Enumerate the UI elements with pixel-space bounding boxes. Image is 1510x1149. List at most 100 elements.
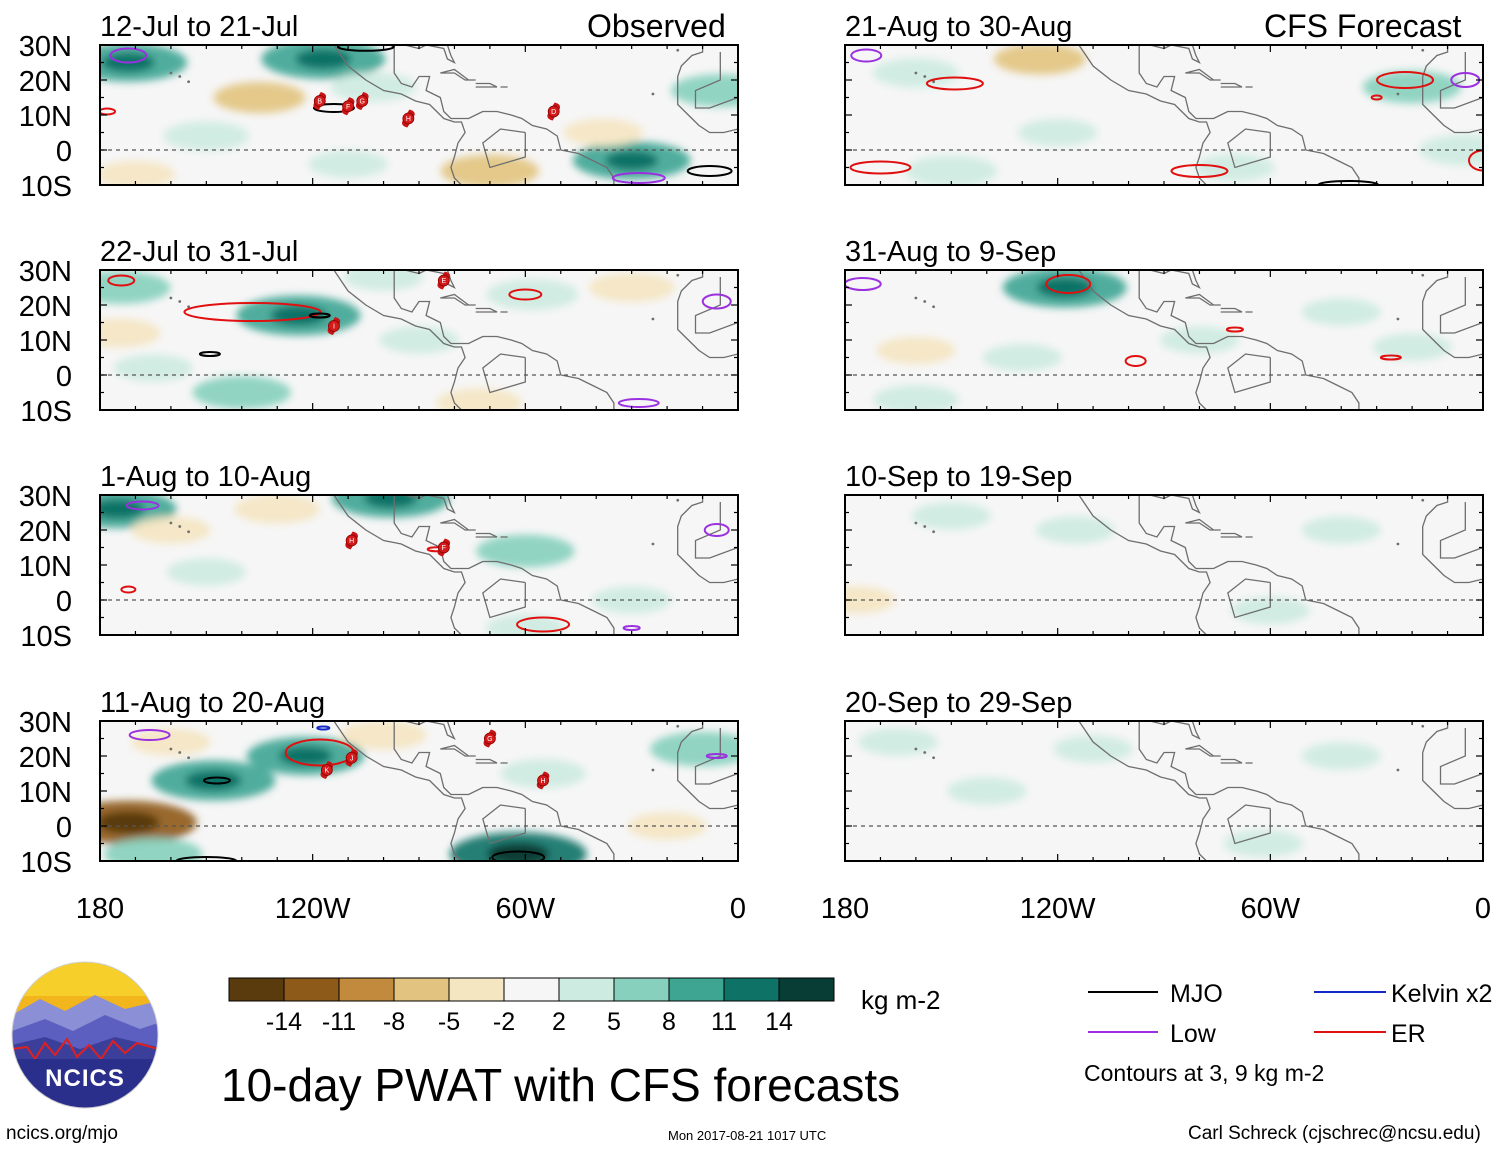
site-url[interactable]: ncics.org/mjo <box>6 1123 118 1144</box>
coastline <box>475 758 498 764</box>
pwat-anomaly <box>982 343 1062 372</box>
island <box>676 498 680 502</box>
map-panel-7: 10-Sep to 19-Sep <box>844 461 1484 636</box>
island <box>872 421 875 424</box>
pwat-anomaly <box>1018 118 1098 147</box>
storm-marker: H <box>345 531 358 550</box>
pwat-anomaly-core <box>295 49 352 69</box>
pwat-anomaly <box>1372 333 1452 361</box>
coastline <box>1138 270 1360 410</box>
storm-eye <box>437 274 450 287</box>
anomaly-field <box>845 502 1381 625</box>
author-credit: Carl Schreck (cjschrec@ncsu.edu) <box>1188 1123 1481 1144</box>
pwat-anomaly <box>476 534 575 568</box>
lat-tick-label: 10S <box>20 847 72 879</box>
low-contour <box>703 523 730 537</box>
pwat-anomaly <box>905 155 998 185</box>
pwat-anomaly-core <box>270 305 327 326</box>
pwat-anomaly <box>166 558 246 586</box>
storm-letter: G <box>360 99 365 106</box>
storm-marker: F <box>437 538 451 557</box>
coastlines <box>169 721 738 861</box>
coastline <box>677 45 738 134</box>
mjo-contour <box>312 103 355 113</box>
coastline <box>394 495 456 514</box>
map-panels: B F G H D 12-Jul to 21-Jul I E 22-Jul to 31-Jul H… <box>99 11 1484 875</box>
island <box>127 196 130 199</box>
coastline <box>1422 45 1483 134</box>
lat-tick-label: 0 <box>56 812 72 844</box>
lon-tick-label: 120W <box>1020 893 1096 925</box>
coastlines <box>169 495 738 635</box>
island <box>914 521 918 525</box>
map-panel-5: 21-Aug to 30-Aug <box>844 11 1484 186</box>
coastline <box>694 277 738 334</box>
anomaly-field <box>858 728 1381 858</box>
er-contour <box>1124 355 1147 367</box>
storm-eye <box>320 764 333 776</box>
island <box>932 756 936 760</box>
coastline <box>1139 495 1201 514</box>
wave-contours <box>100 45 733 184</box>
low-contour <box>617 398 660 408</box>
coastlines <box>127 45 738 199</box>
pwat-anomaly-core <box>605 150 659 171</box>
coastline <box>393 721 615 861</box>
storm-eye <box>547 105 560 118</box>
coastline <box>694 52 738 109</box>
pwat-anomaly <box>1230 596 1310 625</box>
storm-marker: K <box>320 761 334 779</box>
lon-tick-label: 0 <box>1475 893 1491 925</box>
panel-title: 11-Aug to 20-Aug <box>100 687 325 719</box>
coastline <box>1077 270 1211 410</box>
low-contour <box>622 625 641 631</box>
lat-tick-label: 10S <box>20 621 72 653</box>
pwat-anomaly <box>100 318 161 348</box>
pwat-anomaly <box>671 74 738 107</box>
map-panel-4: K J G H 11-Aug to 20-Aug <box>99 687 739 862</box>
map-panel-1: B F G H D 12-Jul to 21-Jul <box>99 11 739 199</box>
coastline <box>1220 758 1243 764</box>
island <box>872 872 875 875</box>
pwat-anomaly <box>1159 326 1240 354</box>
lat-tick-label: 30N <box>19 481 72 513</box>
coastline <box>1139 721 1201 740</box>
storm-letter: I <box>333 324 335 331</box>
colorbar-swatch <box>448 977 505 1002</box>
anomaly-field <box>100 495 672 635</box>
coastline <box>1227 128 1271 169</box>
island <box>651 768 655 772</box>
island <box>1421 498 1425 502</box>
legend-label: Kelvin x2 <box>1391 980 1492 1008</box>
er-contour <box>925 76 984 91</box>
coastline <box>394 45 456 64</box>
pwat-anomaly <box>947 777 1027 805</box>
pwat-anomaly <box>1035 516 1115 544</box>
pwat-anomaly <box>213 82 306 113</box>
storm-eye <box>313 95 326 107</box>
logo-art <box>12 962 158 1108</box>
storm-marker: G <box>355 92 369 110</box>
pwat-anomaly <box>379 326 459 354</box>
colorbar: -14 -11 -8 -5 -2 2 5 8 11 14 <box>228 977 835 1036</box>
column-label-forecast: CFS Forecast <box>1264 8 1462 44</box>
panel-title: 10-Sep to 19-Sep <box>845 461 1072 493</box>
pwat-anomaly-core <box>185 770 242 791</box>
lat-tick-label: 30N <box>19 31 72 63</box>
tick-marks <box>99 269 739 411</box>
coastlines <box>872 270 1483 424</box>
low-contour <box>128 729 171 741</box>
wave-contours <box>845 274 1402 367</box>
colorbar-tick-label: -11 <box>322 1008 356 1036</box>
figure-title: 10-day PWAT with CFS forecasts <box>221 1059 901 1111</box>
map-panel-3: H F 1-Aug to 10-Aug <box>99 461 739 636</box>
er-contour <box>1468 149 1483 172</box>
pwat-anomaly <box>100 160 176 185</box>
coastline <box>1439 52 1483 109</box>
storm-eye <box>342 100 355 113</box>
pwat-anomaly <box>440 154 540 185</box>
tick-marks <box>844 494 1484 636</box>
coastline <box>332 495 466 635</box>
island <box>169 521 173 525</box>
